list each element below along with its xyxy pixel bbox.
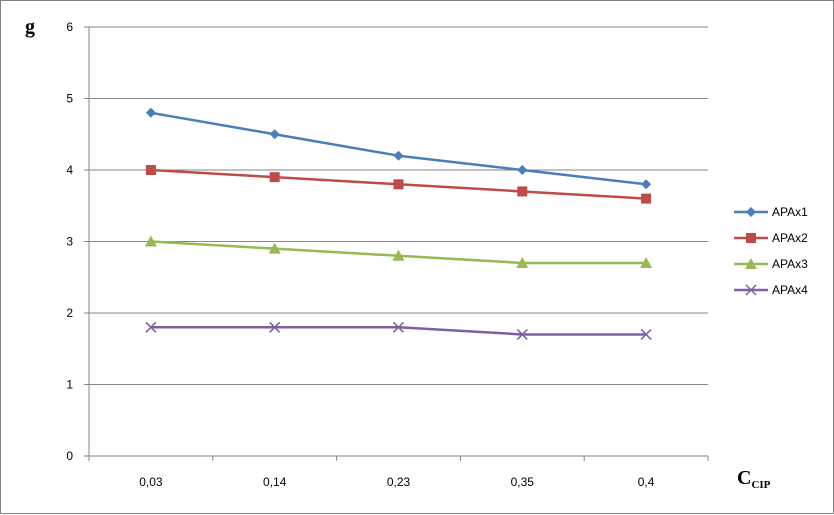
y-tick-label: 2	[66, 306, 73, 320]
data-point-diamond	[641, 179, 652, 190]
y-tick-label: 0	[66, 449, 73, 463]
data-point-x-stroke	[145, 321, 157, 333]
data-point-x	[392, 321, 405, 333]
data-point-diamond	[517, 165, 528, 175]
data-point-square	[393, 179, 404, 190]
tick-labels: 0 1 2 3 4 5 6 0,03 0,14 0,23 0,35 0,4	[66, 20, 654, 489]
legend-item-APAx1: APAx1	[734, 205, 808, 219]
legend: APAx1 APAx2 APAx3 APAx4	[734, 205, 808, 297]
x-tick-label: 0,14	[263, 475, 287, 489]
y-tick-label: 3	[66, 235, 73, 249]
data-point-square	[269, 172, 280, 183]
series-lines	[144, 107, 653, 340]
data-point-square	[517, 186, 528, 197]
y-axis-label: g	[25, 16, 35, 38]
data-point-square	[746, 233, 756, 243]
data-point-diamond	[269, 129, 280, 140]
y-tick-label: 6	[66, 20, 73, 34]
data-point-triangle	[516, 256, 529, 268]
legend-item-APAx2: APAx2	[734, 231, 808, 245]
x-tick-label: 0,03	[139, 475, 163, 489]
y-tick-label: 4	[66, 163, 73, 177]
data-point-triangle	[640, 256, 653, 268]
data-point-square	[641, 193, 652, 204]
data-point-square	[145, 165, 156, 175]
legend-label: APAx4	[772, 283, 808, 297]
data-point-x	[516, 328, 528, 340]
x-axis-label-main: C	[737, 467, 751, 489]
x-axis-label-sub: CIP	[751, 479, 770, 491]
data-point-x	[145, 321, 157, 333]
data-point-x	[640, 328, 652, 340]
data-point-x-stroke	[640, 328, 652, 340]
data-point-x-stroke	[269, 321, 281, 333]
data-point-triangle	[392, 249, 405, 261]
x-tick-label: 0,4	[638, 475, 655, 489]
series-APAx4	[145, 321, 652, 340]
legend-label: APAx1	[772, 205, 808, 219]
series-APAx3	[144, 235, 653, 268]
data-point-diamond	[145, 107, 156, 118]
data-point-triangle	[268, 242, 281, 254]
axes	[84, 26, 709, 461]
series-APAx2	[145, 165, 652, 204]
data-point-x-stroke	[392, 321, 405, 333]
data-point-diamond	[746, 207, 756, 217]
series-APAx1	[145, 107, 652, 190]
x-axis-label: CCIP	[737, 467, 771, 491]
data-point-x-stroke	[516, 328, 528, 340]
data-point-triangle	[745, 258, 757, 269]
y-tick-label: 5	[66, 92, 73, 106]
series-line	[150, 326, 647, 336]
y-tick-label: 1	[66, 378, 73, 392]
grid-lines	[89, 26, 708, 385]
legend-label: APAx3	[772, 257, 808, 271]
data-point-triangle	[144, 235, 157, 247]
legend-item-APAx4: APAx4	[734, 283, 808, 297]
legend-item-APAx3: APAx3	[734, 257, 808, 271]
data-point-x-stroke	[745, 284, 757, 296]
x-tick-label: 0,23	[387, 475, 411, 489]
x-tick-label: 0,35	[511, 475, 535, 489]
data-point-x	[745, 284, 757, 296]
legend-label: APAx2	[772, 231, 808, 245]
data-point-diamond	[393, 150, 404, 161]
data-point-x	[269, 321, 281, 333]
